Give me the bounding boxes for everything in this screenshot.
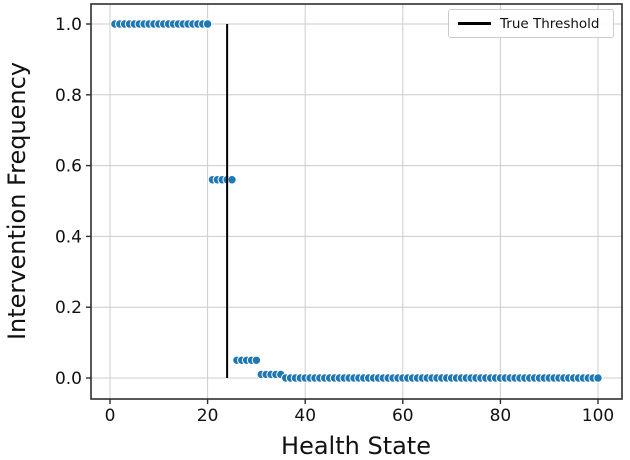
y-tick-label: 1.0 [55, 15, 82, 35]
y-tick-label: 0.8 [55, 86, 82, 106]
x-tick-label: 40 [294, 406, 316, 426]
x-tick-label: 80 [490, 406, 512, 426]
x-tick-label: 100 [582, 406, 614, 426]
y-axis-label: Intervention Frequency [3, 61, 31, 341]
y-tick-label: 0.4 [55, 227, 82, 247]
plot-border [90, 3, 623, 400]
y-tick-label: 0.2 [55, 298, 82, 318]
x-tick-label: 60 [392, 406, 414, 426]
x-tick-label: 0 [105, 406, 116, 426]
x-axis-label: Health State [281, 432, 431, 460]
data-point [251, 355, 262, 365]
data-point [593, 373, 603, 383]
x-tick-label: 20 [197, 406, 219, 426]
legend-line-swatch [458, 22, 491, 25]
y-tick-label: 0.0 [55, 369, 82, 389]
data-point [227, 175, 237, 185]
legend-item-label: True Threshold [500, 15, 600, 32]
data-point [202, 19, 213, 29]
legend: True Threshold [448, 9, 614, 38]
y-tick-label: 0.6 [55, 157, 82, 177]
